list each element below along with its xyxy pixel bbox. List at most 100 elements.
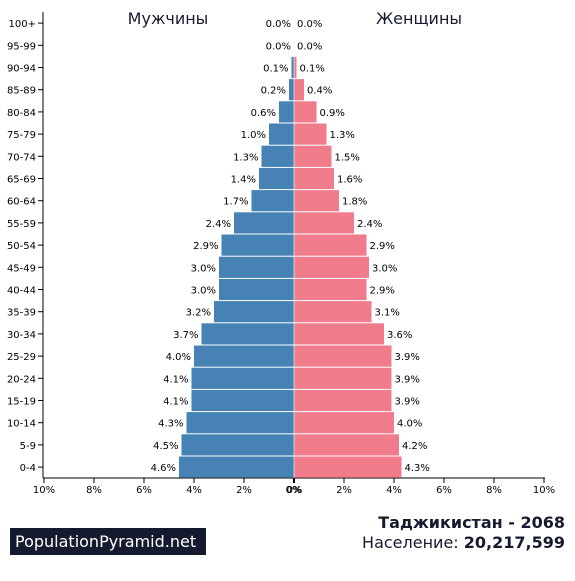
data-label-male: 0.6% bbox=[251, 108, 276, 119]
data-label-female: 2.9% bbox=[370, 241, 395, 252]
bar-female bbox=[294, 145, 332, 167]
x-tick-label: 2% bbox=[236, 485, 252, 496]
data-label-male: 0.0% bbox=[266, 41, 291, 52]
age-group-label: 70-74 bbox=[7, 152, 36, 163]
data-label-female: 0.4% bbox=[307, 86, 332, 97]
x-tick-label: 2% bbox=[336, 485, 352, 496]
bar-female bbox=[294, 367, 392, 389]
data-label-female: 0.9% bbox=[320, 108, 345, 119]
bar-female bbox=[294, 234, 367, 256]
age-group-label: 15-19 bbox=[7, 397, 36, 408]
age-group-label: 5-9 bbox=[20, 441, 36, 452]
bar-female bbox=[294, 345, 392, 367]
x-tick-label: 10% bbox=[33, 485, 55, 496]
data-label-female: 0.1% bbox=[300, 64, 325, 75]
bar-male bbox=[261, 145, 294, 167]
x-tick-label: 10% bbox=[533, 485, 555, 496]
population-total: Население: 20,217,599 bbox=[362, 533, 565, 552]
data-label-male: 3.7% bbox=[173, 330, 198, 341]
bar-male bbox=[234, 212, 294, 234]
data-label-male: 2.9% bbox=[193, 241, 218, 252]
data-label-female: 3.1% bbox=[375, 308, 400, 319]
series-title-male: Мужчины bbox=[128, 9, 209, 28]
age-group-label: 0-4 bbox=[20, 463, 36, 474]
bar-male bbox=[191, 389, 294, 412]
data-label-male: 1.7% bbox=[223, 197, 248, 208]
data-label-female: 1.3% bbox=[330, 130, 355, 141]
bar-male bbox=[191, 367, 294, 389]
data-label-male: 1.3% bbox=[233, 152, 258, 163]
bar-male bbox=[181, 434, 294, 456]
bar-female bbox=[294, 323, 384, 345]
bar-male bbox=[194, 345, 294, 367]
x-tick-label: 0% bbox=[287, 485, 303, 496]
x-tick-label: 8% bbox=[86, 485, 102, 496]
data-label-female: 3.9% bbox=[395, 374, 420, 385]
chart-bars bbox=[179, 12, 402, 478]
data-label-male: 1.0% bbox=[241, 130, 266, 141]
age-group-label: 45-49 bbox=[7, 263, 36, 274]
x-tick-label: 8% bbox=[486, 485, 502, 496]
x-tick-label: 4% bbox=[386, 485, 402, 496]
bar-male bbox=[214, 301, 294, 323]
data-label-male: 0.2% bbox=[261, 86, 286, 97]
chart-labels: 100+ 0.0% 0.0% 95-99 0.0% 0.0% 90-94 0.1% 0.1% 85… bbox=[7, 19, 430, 474]
bar-male bbox=[259, 167, 294, 190]
data-label-female: 3.6% bbox=[387, 330, 412, 341]
data-label-female: 1.5% bbox=[335, 152, 360, 163]
bar-female bbox=[294, 434, 399, 456]
data-label-male: 4.6% bbox=[151, 463, 176, 474]
bar-female bbox=[294, 301, 372, 323]
age-group-label: 50-54 bbox=[7, 241, 36, 252]
data-label-male: 4.3% bbox=[158, 419, 183, 430]
data-label-male: 0.1% bbox=[263, 64, 288, 75]
bar-female bbox=[294, 256, 369, 278]
data-label-female: 1.8% bbox=[342, 197, 367, 208]
population-value: 20,217,599 bbox=[463, 533, 565, 552]
data-label-female: 4.2% bbox=[402, 441, 427, 452]
x-tick-label: 4% bbox=[186, 485, 202, 496]
bar-female bbox=[294, 123, 327, 145]
bar-male bbox=[219, 256, 294, 278]
bar-male bbox=[201, 323, 294, 345]
country-year: Таджикистан - 2068 bbox=[378, 513, 565, 532]
data-label-male: 3.0% bbox=[191, 286, 216, 297]
bar-male bbox=[279, 101, 294, 123]
bar-male bbox=[269, 123, 294, 145]
age-group-label: 20-24 bbox=[7, 374, 36, 385]
age-group-label: 65-69 bbox=[7, 175, 36, 186]
data-label-female: 3.9% bbox=[395, 352, 420, 363]
data-label-male: 4.1% bbox=[163, 374, 188, 385]
bar-female bbox=[294, 389, 392, 412]
age-group-label: 10-14 bbox=[7, 419, 36, 430]
data-label-female: 0.0% bbox=[297, 19, 322, 30]
data-label-male: 4.1% bbox=[163, 397, 188, 408]
age-group-label: 80-84 bbox=[7, 108, 36, 119]
age-group-label: 100+ bbox=[9, 19, 36, 30]
data-label-female: 2.4% bbox=[357, 219, 382, 230]
brand-logo[interactable]: PopulationPyramid.net bbox=[10, 528, 206, 555]
data-label-male: 4.5% bbox=[153, 441, 178, 452]
bar-male bbox=[291, 56, 294, 79]
data-label-female: 2.9% bbox=[370, 286, 395, 297]
data-label-female: 3.0% bbox=[372, 263, 397, 274]
bar-male bbox=[219, 278, 294, 301]
data-label-female: 4.3% bbox=[405, 463, 430, 474]
bar-male bbox=[289, 79, 294, 101]
data-label-female: 3.9% bbox=[395, 397, 420, 408]
population-pyramid-chart: 10% 8% 6% 4% 2% 0%0% 2% 4% 6% 8% 10% 100+ 0.0% 0.0%9… bbox=[7, 9, 555, 496]
bar-female bbox=[294, 79, 304, 101]
age-group-label: 75-79 bbox=[7, 130, 36, 141]
age-group-label: 60-64 bbox=[7, 197, 36, 208]
data-label-male: 0.0% bbox=[266, 19, 291, 30]
bar-female bbox=[294, 190, 339, 212]
bar-female bbox=[294, 56, 297, 79]
data-label-female: 4.0% bbox=[397, 419, 422, 430]
bar-female bbox=[294, 212, 354, 234]
x-tick-label: 6% bbox=[436, 485, 452, 496]
bar-female bbox=[294, 101, 317, 123]
bar-male bbox=[251, 190, 294, 212]
data-label-female: 1.6% bbox=[337, 175, 362, 186]
age-group-label: 40-44 bbox=[7, 286, 36, 297]
bar-female bbox=[294, 412, 394, 434]
